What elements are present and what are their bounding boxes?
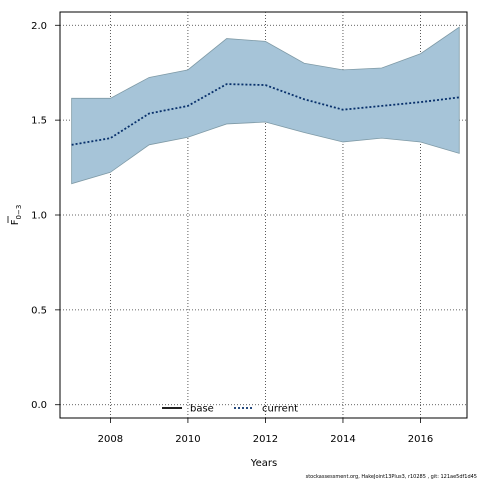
y-axis-title-sub: 0−3 bbox=[15, 205, 23, 220]
confidence-band-area bbox=[71, 26, 460, 185]
x-tick-label: 2016 bbox=[408, 434, 433, 445]
y-axis-title: F0−3 bbox=[7, 205, 23, 226]
x-tick-label: 2012 bbox=[253, 434, 278, 445]
x-tick-label: 2010 bbox=[175, 434, 200, 445]
confidence-band bbox=[71, 26, 460, 185]
series-line-current bbox=[71, 83, 460, 146]
y-tick-label: 1.0 bbox=[31, 211, 47, 222]
y-axis: 0.0 0.5 1.0 1.5 2.0 bbox=[31, 21, 60, 411]
y-tick-label: 2.0 bbox=[31, 21, 47, 32]
y-tick-label: 0.0 bbox=[31, 400, 47, 411]
y-tick-label: 0.5 bbox=[31, 305, 47, 316]
x-axis-title: Years bbox=[250, 458, 277, 469]
y-tick-label: 1.5 bbox=[31, 116, 47, 127]
y-axis-title-main: F bbox=[10, 219, 21, 225]
svg-text:F0−3: F0−3 bbox=[10, 205, 23, 226]
footer-text: stockassessment.org, HakeJoint13Plus3, r… bbox=[306, 474, 477, 480]
x-tick-label: 2008 bbox=[98, 434, 123, 445]
legend-label-base: base bbox=[190, 404, 214, 415]
series-lines bbox=[71, 83, 460, 146]
x-axis: 2008 2010 2012 2014 2016 bbox=[98, 418, 433, 445]
x-tick-label: 2014 bbox=[330, 434, 355, 445]
legend: base current bbox=[162, 404, 298, 415]
legend-label-current: current bbox=[262, 404, 298, 415]
